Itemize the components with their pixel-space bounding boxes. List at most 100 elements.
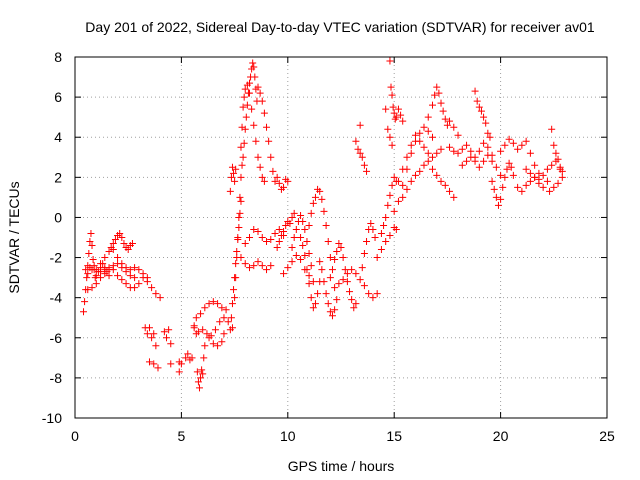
data-point [550,183,558,191]
data-point [265,137,273,145]
data-point [352,300,360,308]
data-point [235,213,243,221]
data-point [377,246,385,254]
data-point [238,123,246,131]
data-point [288,213,296,221]
data-point [337,244,345,252]
data-point [175,368,183,376]
data-point [238,161,246,169]
data-point [360,250,368,258]
y-tick-label: 2 [54,169,62,185]
data-point [143,330,151,338]
data-point [518,141,526,149]
x-tick-label: 0 [71,428,79,444]
data-point [237,173,245,181]
data-point [446,187,454,195]
data-point [92,280,100,288]
data-point [284,264,292,272]
data-point [311,300,319,308]
data-point [256,89,264,97]
data-point [473,97,481,105]
data-point [163,334,171,342]
data-point [433,83,441,91]
data-point [232,274,240,282]
data-point [482,119,490,127]
data-point [232,165,240,173]
y-tick-label: -8 [50,370,63,386]
data-point [241,85,249,93]
data-point [420,161,428,169]
data-point [260,109,268,117]
data-point [384,125,392,133]
data-point [288,244,296,252]
data-point [280,270,288,278]
data-point [411,131,419,139]
data-point [216,318,224,326]
data-point [450,147,458,155]
data-point [394,105,402,113]
data-point [199,370,207,378]
data-point [556,163,564,171]
data-point [105,272,113,280]
data-point [441,115,449,123]
data-point [82,266,90,274]
data-point [89,256,97,264]
data-point [373,290,381,298]
data-point [526,169,534,177]
data-point [477,107,485,115]
data-point [390,109,398,117]
data-point [475,147,483,155]
data-point [240,93,248,101]
data-point [369,225,377,233]
data-point [335,240,343,248]
data-point [209,298,217,306]
data-point [192,314,200,322]
data-point [118,234,126,241]
data-point [124,246,132,254]
data-point [386,231,394,239]
data-point [490,185,498,193]
data-point [509,171,517,179]
data-point [439,107,447,115]
data-point [232,260,240,268]
data-point [292,225,300,233]
data-point [492,193,500,201]
data-point [263,123,271,131]
data-point [154,364,162,372]
data-point [356,149,364,157]
data-point [236,209,244,217]
data-point [446,143,454,151]
data-point [116,229,124,237]
y-tick-label: -2 [50,250,63,266]
data-point [245,234,253,241]
data-point [249,59,257,67]
data-point [97,268,105,276]
data-point [316,258,324,266]
data-point [535,169,543,177]
data-point [429,165,437,173]
data-point [443,121,451,129]
data-point [188,354,196,362]
data-point [90,262,98,270]
data-point [85,250,93,258]
data-point [416,129,424,137]
data-point [399,181,407,189]
data-point [322,221,330,229]
data-point [235,223,243,231]
data-point [143,274,151,282]
data-point [373,254,381,262]
data-point [484,129,492,137]
data-point [480,113,488,121]
data-point [501,141,509,149]
data-point [318,195,326,203]
data-point [80,308,88,316]
data-point [194,378,202,386]
data-point [205,300,213,308]
data-point [497,147,505,155]
data-point [118,260,126,268]
data-point [111,236,119,244]
x-tick-label: 20 [493,428,509,444]
data-point [305,221,313,229]
data-point [488,157,496,165]
data-point [231,294,239,302]
